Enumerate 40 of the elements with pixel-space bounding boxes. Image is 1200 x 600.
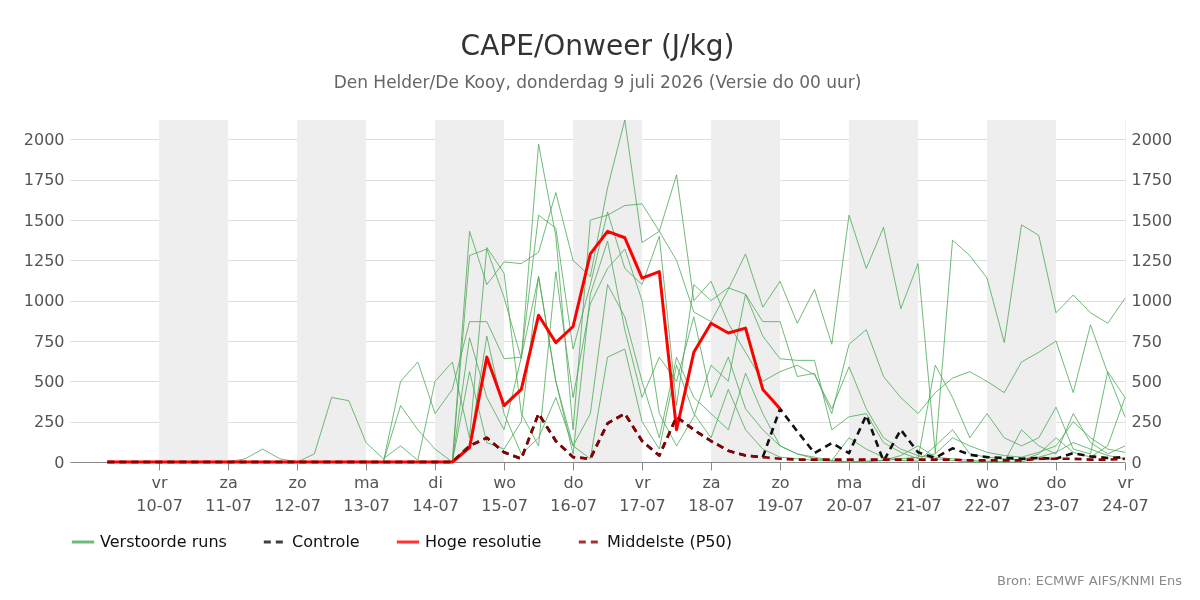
x-tick-label: wo 22-07 (964, 472, 1011, 515)
legend-label: Controle (292, 532, 360, 551)
y-tick-label: 1750 (23, 170, 65, 190)
x-tick-label: di 21-07 (895, 472, 942, 515)
y2-tick-label: 500 (1131, 371, 1163, 391)
y-tick-label: 750 (33, 331, 65, 351)
x-tick-label: ma 20-07 (826, 472, 873, 515)
x-tick-label: zo 12-07 (274, 472, 321, 515)
y2-tick-label: 1750 (1131, 170, 1173, 190)
y-tick-label: 1250 (23, 250, 65, 270)
x-tick-label: do 16-07 (550, 472, 597, 515)
chart-title: CAPE/Onweer (J/kg) (460, 29, 735, 63)
x-tick-label: za 11-07 (205, 472, 252, 515)
y-tick-label: 1500 (23, 210, 65, 230)
chart-subtitle: Den Helder/De Kooy, donderdag 9 juli 2026 (Versie do 00 uur) (333, 72, 862, 93)
y2-tick-label: 1500 (1131, 210, 1173, 230)
y-tick-label: 250 (33, 412, 65, 432)
x-tick-label: vr 10-07 (136, 472, 183, 515)
y2-tick-label: 0 (1131, 452, 1142, 472)
y2-tick-label: 1250 (1131, 250, 1173, 270)
x-tick-label: wo 15-07 (481, 472, 528, 515)
x-tick-label: vr 24-07 (1102, 472, 1149, 515)
y2-tick-label: 1000 (1131, 291, 1173, 311)
y-tick-label: 2000 (23, 129, 65, 149)
x-tick-label: di 14-07 (412, 472, 459, 515)
text: Bron: ECMWF AIFS/KNMI Ens (997, 573, 1182, 588)
y-tick-label: 1000 (23, 291, 65, 311)
legend-label: Verstoorde runs (100, 532, 227, 551)
legend-label: Middelste (P50) (607, 532, 732, 551)
x-tick-label: vr 17-07 (619, 472, 666, 515)
y2-tick-label: 2000 (1131, 129, 1173, 149)
x-tick-label: zo 19-07 (757, 472, 804, 515)
y-tick-label: 0 (54, 452, 65, 472)
legend-label: Hoge resolutie (425, 532, 542, 551)
y-tick-label: 500 (33, 371, 65, 391)
x-tick-label: do 23-07 (1033, 472, 1080, 515)
x-tick-label: ma 13-07 (343, 472, 390, 515)
y2-tick-label: 250 (1131, 412, 1163, 432)
x-tick-label: za 18-07 (688, 472, 735, 515)
y2-tick-label: 750 (1131, 331, 1163, 351)
